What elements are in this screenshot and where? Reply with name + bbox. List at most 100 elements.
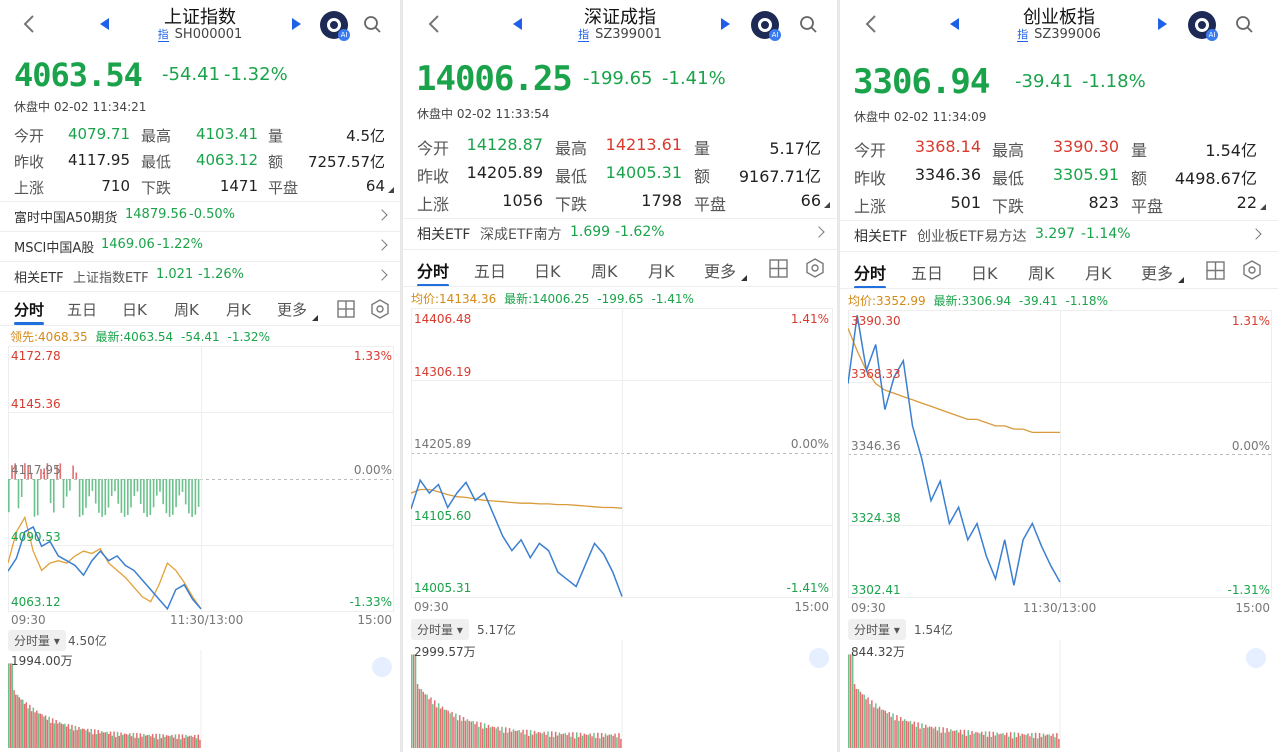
index-code: SH000001 [174,27,243,42]
volume-bar [468,720,470,748]
volume-bar [491,726,494,748]
volume-bar [516,730,518,748]
tab-weekly-k[interactable]: 周K [591,262,618,281]
volume-bar [545,735,547,748]
back-arrow-icon[interactable] [427,14,441,34]
ai-assistant-icon[interactable]: AI [751,11,781,41]
breadth-bar [178,479,181,496]
breadth-bar [165,479,168,514]
volume-bar [955,730,958,748]
settings-icon[interactable] [1242,260,1262,280]
volume-bar [928,726,931,748]
volume-bar [591,736,593,748]
prev-index-icon[interactable] [513,18,522,30]
breadth-bar [85,479,87,508]
change-value: -199.65 [583,68,653,89]
related-etf[interactable]: 相关ETF 创业板ETF易方达 3.297 -1.14% [840,226,1278,246]
tab-more[interactable]: 更多 [1141,264,1174,283]
tab-daily-k[interactable]: 日K [534,262,561,281]
expand-chart-icon[interactable] [372,657,392,677]
volume-type-dropdown[interactable]: 分时量 ▾ [411,619,469,640]
related-msci-china[interactable]: MSCI中国A股 1469.06 -1.22% [0,237,400,257]
prev-index-icon[interactable] [950,18,959,30]
ai-assistant-icon[interactable]: AI [320,11,350,41]
intraday-price-chart[interactable] [848,310,1272,598]
expand-corner-icon[interactable] [824,202,830,208]
last-price: 4063.54 [14,56,143,94]
expand-chart-icon[interactable] [1246,648,1266,668]
next-index-icon[interactable] [721,18,730,30]
stat-value: 7257.57亿 [307,153,385,171]
volume-bar [869,704,871,748]
breadth-bar [43,468,45,479]
last-price-line [848,315,1061,586]
tab-more[interactable]: 更多 [704,262,737,281]
tab-intraday[interactable]: 分时 [854,260,887,289]
tab-daily-k[interactable]: 日K [122,301,147,319]
prev-index-icon[interactable] [100,18,109,30]
tab-more[interactable]: 更多 [277,301,308,319]
tab-monthly-k[interactable]: 月K [1085,264,1112,283]
volume-bar [512,729,515,748]
tab-daily-k[interactable]: 日K [971,264,998,283]
volume-bar [1034,732,1037,748]
intraday-price-chart[interactable] [8,346,394,612]
volume-bar [1044,735,1047,748]
back-arrow-icon[interactable] [22,14,36,34]
volume-bar [474,724,476,748]
volume-bar [134,737,136,748]
tab-intraday[interactable]: 分时 [14,301,45,325]
related-a50-futures[interactable]: 富时中国A50期货 14879.56 -0.50% [0,207,400,227]
chevron-right-icon [1250,228,1262,240]
next-index-icon[interactable] [1158,18,1167,30]
tab-five-day[interactable]: 五日 [474,262,507,281]
volume-bar [572,732,574,748]
search-icon[interactable] [1235,15,1253,33]
tab-weekly-k[interactable]: 周K [1028,264,1055,283]
volume-type-dropdown[interactable]: 分时量 ▾ [848,619,906,640]
tab-weekly-k[interactable]: 周K [174,301,199,319]
breadth-bar [194,479,197,515]
volume-bar [129,733,131,748]
related-etf[interactable]: 相关ETF 深成ETF南方 1.699 -1.62% [403,224,837,244]
more-corner-icon [1178,277,1184,283]
volume-bar [197,734,199,748]
tab-monthly-k[interactable]: 月K [226,301,251,319]
grid-layout-icon[interactable] [769,259,788,278]
next-index-icon[interactable] [292,18,301,30]
volume-bar [1036,738,1039,748]
stat-label: 下跌 [555,195,588,214]
intraday-price-chart[interactable] [411,308,833,598]
stat-label: 上涨 [14,179,45,197]
stat-value: 22 [1236,193,1257,212]
grid-layout-icon[interactable] [337,300,355,318]
more-corner-icon [312,315,318,321]
tab-intraday[interactable]: 分时 [417,258,450,287]
expand-chart-icon[interactable] [809,648,829,668]
volume-type-dropdown[interactable]: 分时量 ▾ [8,630,66,651]
index-code: SZ399001 [595,27,662,42]
settings-icon[interactable] [370,299,390,319]
search-icon[interactable] [363,15,381,33]
settings-icon[interactable] [805,258,825,278]
back-arrow-icon[interactable] [864,14,878,34]
volume-bar [462,717,465,748]
tab-monthly-k[interactable]: 月K [648,262,675,281]
volume-bar [1058,738,1060,748]
change-percent: -1.41% [662,68,726,89]
search-icon[interactable] [799,15,817,33]
related-etf[interactable]: 相关ETF 上证指数ETF 1.021 -1.26% [0,267,400,287]
market-status: 休盘中 02-02 11:34:09 [854,110,987,124]
volume-bar [48,716,50,748]
ai-assistant-icon[interactable]: AI [1188,11,1218,41]
expand-corner-icon[interactable] [1260,204,1266,210]
breadth-bar [143,479,145,513]
index-title: 上证指数 [164,7,236,28]
volume-bar [853,684,856,748]
tab-five-day[interactable]: 五日 [911,264,944,283]
grid-layout-icon[interactable] [1206,261,1225,280]
tab-five-day[interactable]: 五日 [67,301,98,319]
volume-bar [146,735,149,748]
pct-label-top: 1.33% [353,349,392,363]
expand-corner-icon[interactable] [388,187,394,193]
